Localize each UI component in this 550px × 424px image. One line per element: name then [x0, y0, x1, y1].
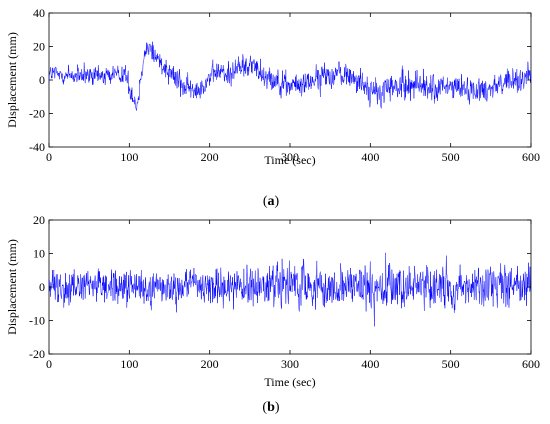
series-line-a	[49, 41, 531, 111]
y-tick-label: 10	[33, 247, 45, 261]
y-tick-label: 0	[39, 280, 45, 294]
y-tick-label: -20	[29, 107, 45, 121]
panel-b: 0 100 200 300 400 500 600 -20 -10 0 10 20 Time (sec…	[5, 213, 540, 415]
x-tick-label: 500	[442, 150, 460, 164]
x-tick-label: 400	[361, 357, 379, 371]
y-tick-label: 20	[33, 40, 45, 54]
x-axis-label-a: Time (sec)	[264, 153, 315, 167]
x-tick-label: 400	[361, 150, 379, 164]
y-axis-label-b: Displacement (mm)	[5, 239, 19, 335]
ticks-b: 0 100 200 300 400 500 600 -20 -10 0 10 20	[29, 213, 540, 371]
caption-a: (a)	[263, 194, 280, 209]
x-axis-label-b: Time (sec)	[264, 375, 315, 389]
x-tick-label: 200	[201, 150, 219, 164]
y-tick-label: 20	[33, 213, 45, 227]
series-line-b	[49, 252, 531, 327]
y-tick-label: -20	[29, 347, 45, 361]
series-a	[49, 41, 531, 111]
y-axis-label-a: Displacement (mm)	[5, 32, 19, 128]
x-tick-label: 100	[120, 357, 138, 371]
x-tick-label: 300	[281, 357, 299, 371]
y-tick-label: 40	[33, 6, 45, 20]
x-tick-label: 600	[522, 150, 540, 164]
x-tick-label: 0	[46, 357, 52, 371]
series-b	[49, 252, 531, 327]
panel-a: 0 100 200 300 400 500 600 -40 -20 0 20 40 Time (sec…	[5, 6, 540, 209]
x-tick-label: 500	[442, 357, 460, 371]
x-tick-label: 0	[46, 150, 52, 164]
y-tick-label: 0	[39, 73, 45, 87]
plot-frame-a	[48, 12, 532, 148]
y-tick-label: -10	[29, 314, 45, 328]
x-tick-label: 300	[281, 150, 299, 164]
x-tick-label: 100	[120, 150, 138, 164]
x-tick-label: 600	[522, 357, 540, 371]
ticks-a: 0 100 200 300 400 500 600 -40 -20 0 20 40	[29, 6, 540, 164]
x-tick-label: 200	[201, 357, 219, 371]
caption-b: (b)	[262, 400, 279, 415]
y-tick-label: -40	[29, 140, 45, 154]
